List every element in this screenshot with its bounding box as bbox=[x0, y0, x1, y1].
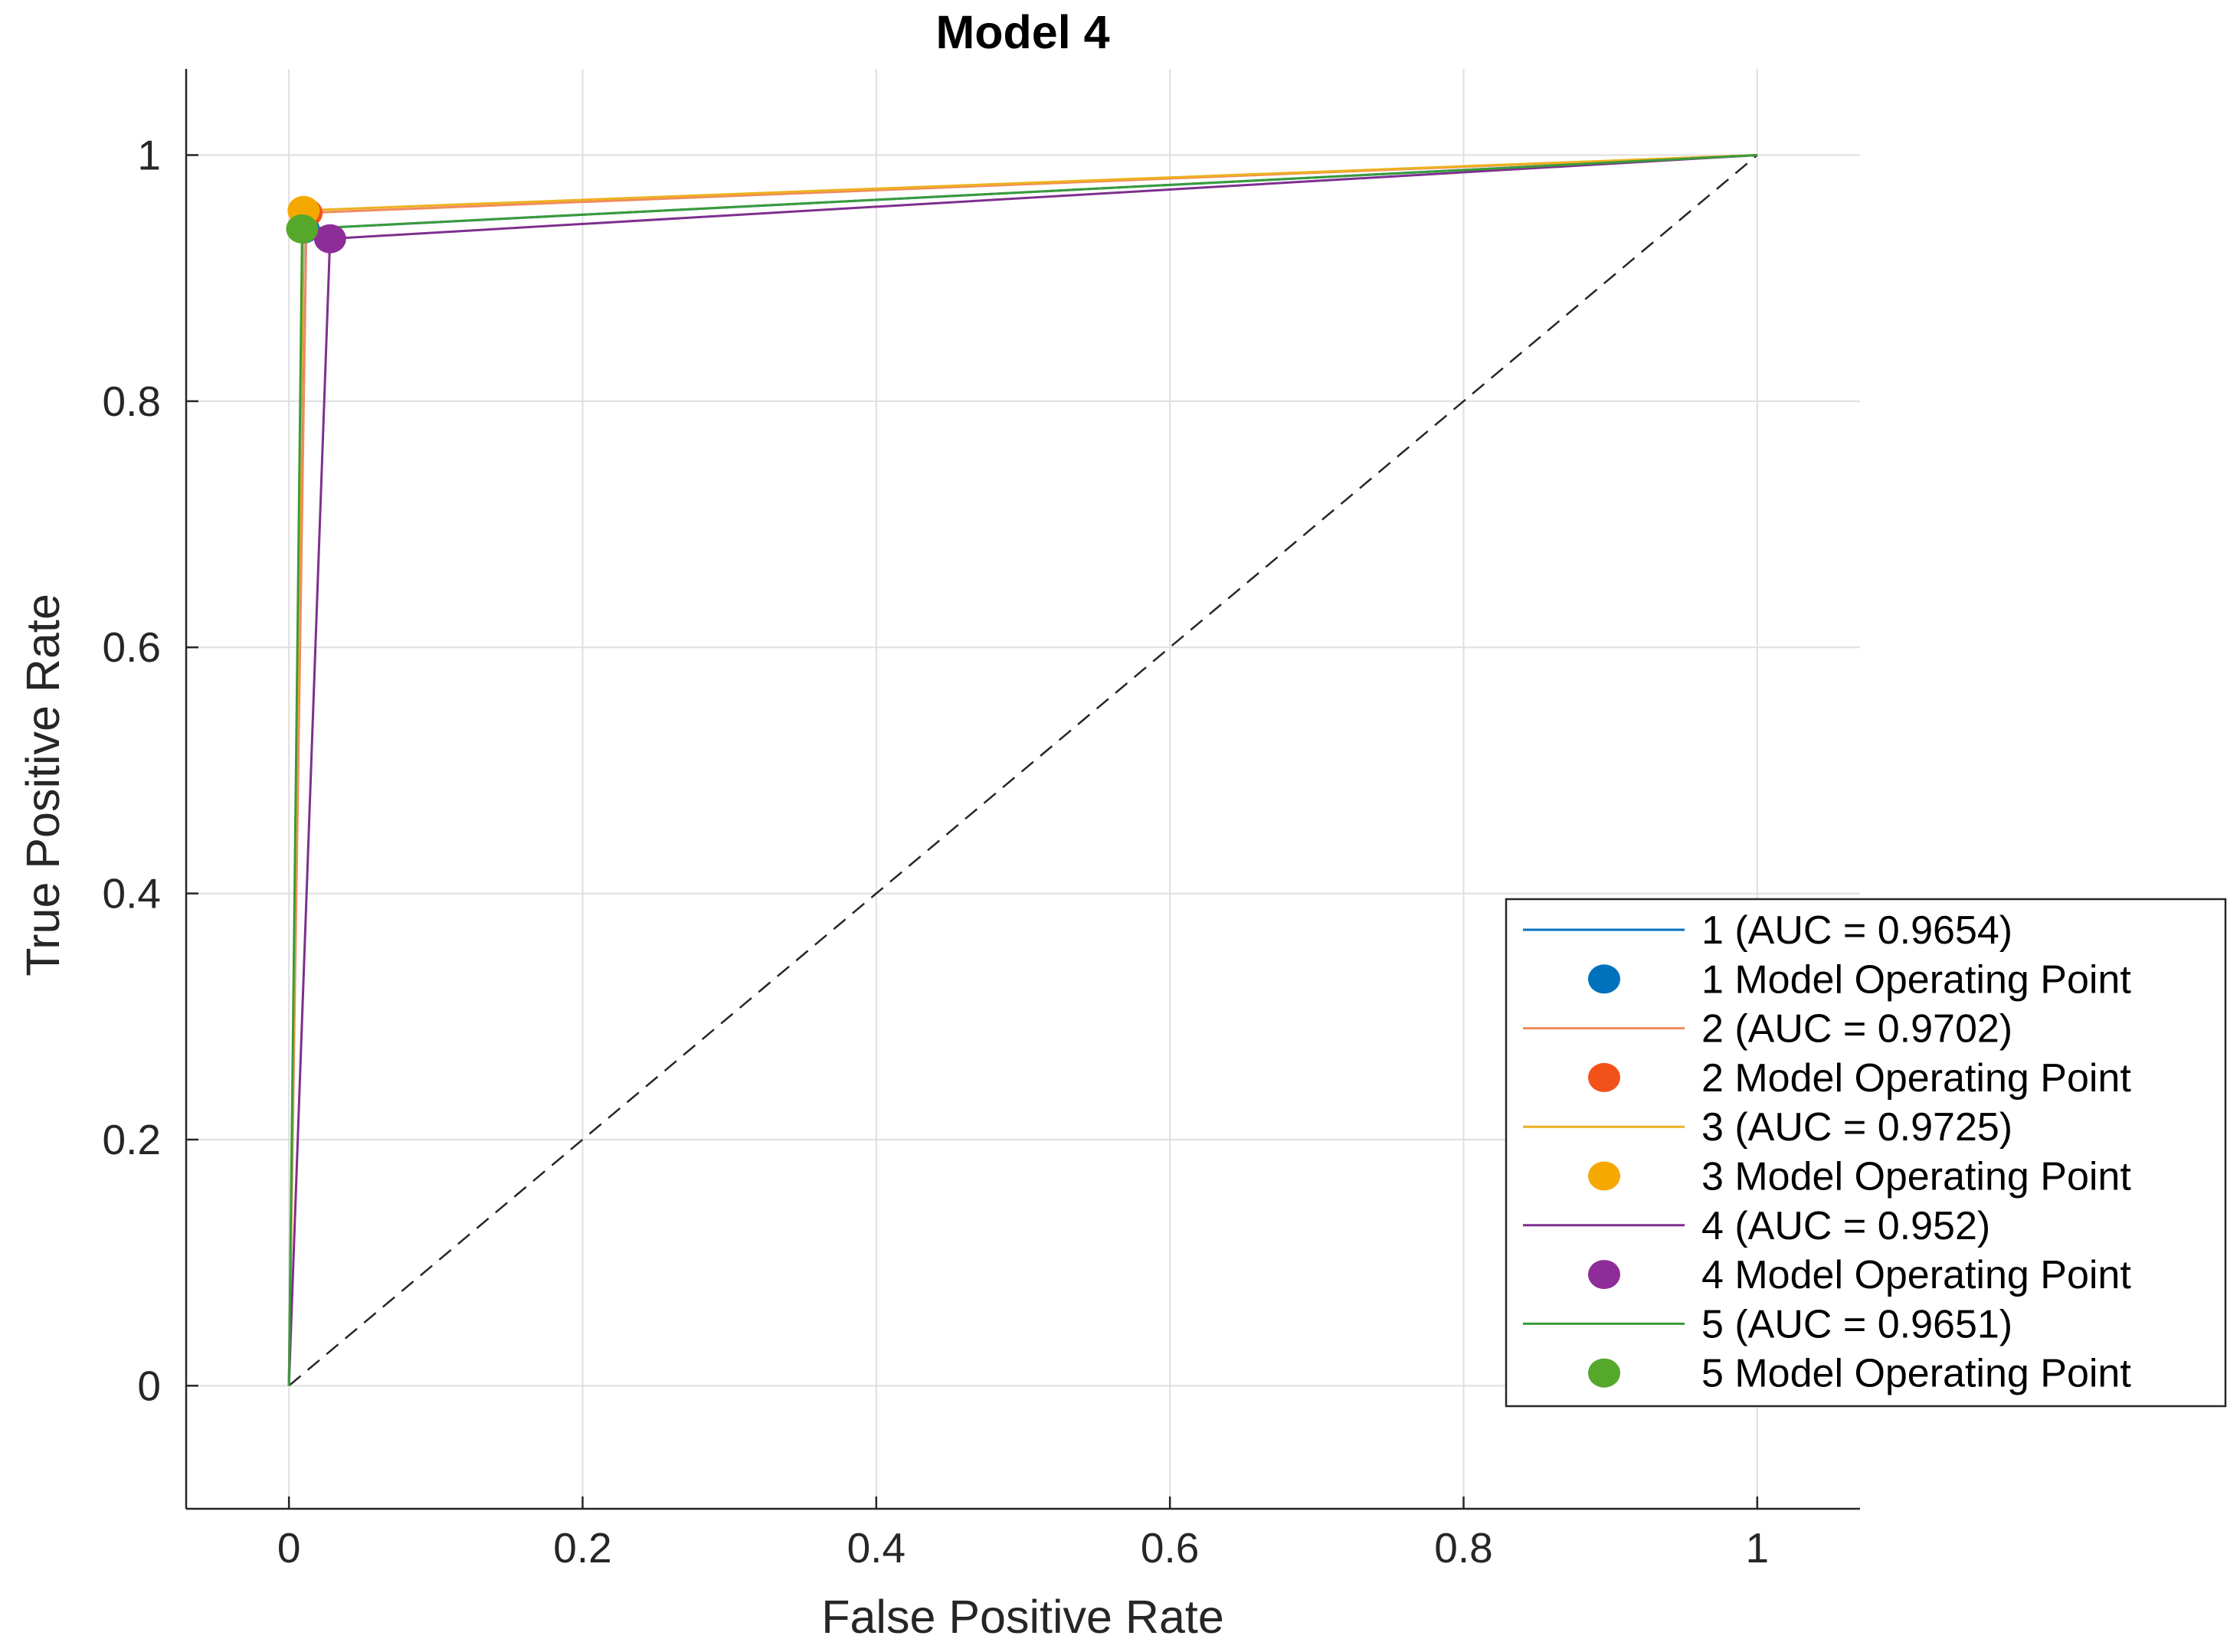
operating-points bbox=[286, 195, 346, 254]
legend-marker-swatch-5 bbox=[1588, 1358, 1620, 1388]
legend-marker-swatch-3 bbox=[1588, 1161, 1620, 1191]
x-axis-label: False Positive Rate bbox=[821, 1591, 1224, 1643]
y-tick-label: 0.6 bbox=[103, 623, 161, 671]
legend-entry-curve-4: 4 (AUC = 0.952) bbox=[1701, 1204, 1990, 1248]
operating-point-marker-4 bbox=[313, 224, 346, 254]
legend-marker-swatch-4 bbox=[1588, 1260, 1620, 1290]
y-tick-label: 0.8 bbox=[103, 378, 161, 425]
y-tick-label: 0.2 bbox=[103, 1116, 161, 1163]
chart-title: Model 4 bbox=[935, 6, 1109, 58]
legend-box bbox=[1505, 898, 2227, 1408]
legend: 1 (AUC = 0.9654)1 Model Operating Point 2… bbox=[1505, 898, 2227, 1408]
legend-entry-curve-3: 3 (AUC = 0.9725) bbox=[1701, 1105, 2012, 1150]
grid bbox=[186, 69, 1860, 1509]
legend-entry-point-3: 3 Model Operating Point bbox=[1701, 1155, 2131, 1199]
x-tick-label: 0 bbox=[277, 1524, 301, 1572]
legend-entry-curve-2: 2 (AUC = 0.9702) bbox=[1701, 1007, 2012, 1052]
ticks: 0 0.2 0.4 0.6 0.8 1 0 0.2 0.4 0.6 0.8 1 bbox=[103, 131, 1770, 1572]
legend-entry-point-4: 4 Model Operating Point bbox=[1701, 1253, 2131, 1297]
x-tick-label: 0.8 bbox=[1434, 1524, 1492, 1572]
y-tick-label: 1 bbox=[137, 131, 161, 178]
diagonal-line bbox=[288, 154, 1758, 1387]
x-tick-label: 1 bbox=[1746, 1524, 1770, 1572]
diagonal-reference bbox=[288, 154, 1758, 1387]
legend-entry-curve-1: 1 (AUC = 0.9654) bbox=[1701, 908, 2012, 953]
legend-entry-point-1: 1 Model Operating Point bbox=[1701, 957, 2131, 1002]
legend-marker-swatch-1 bbox=[1588, 964, 1620, 994]
legend-marker-swatch-2 bbox=[1588, 1062, 1620, 1092]
x-tick-label: 0.4 bbox=[847, 1524, 905, 1572]
y-axis-label: True Positive Rate bbox=[17, 594, 69, 976]
legend-entry-point-5: 5 Model Operating Point bbox=[1701, 1352, 2131, 1396]
y-tick-label: 0 bbox=[137, 1362, 161, 1409]
axes bbox=[185, 69, 1860, 1510]
legend-entry-curve-5: 5 (AUC = 0.9651) bbox=[1701, 1302, 2012, 1346]
operating-point-marker-5 bbox=[286, 214, 319, 244]
legend-entry-point-2: 2 Model Operating Point bbox=[1701, 1056, 2131, 1101]
x-tick-label: 0.6 bbox=[1141, 1524, 1199, 1572]
y-tick-label: 0.4 bbox=[103, 870, 161, 918]
x-tick-label: 0.2 bbox=[553, 1524, 611, 1572]
